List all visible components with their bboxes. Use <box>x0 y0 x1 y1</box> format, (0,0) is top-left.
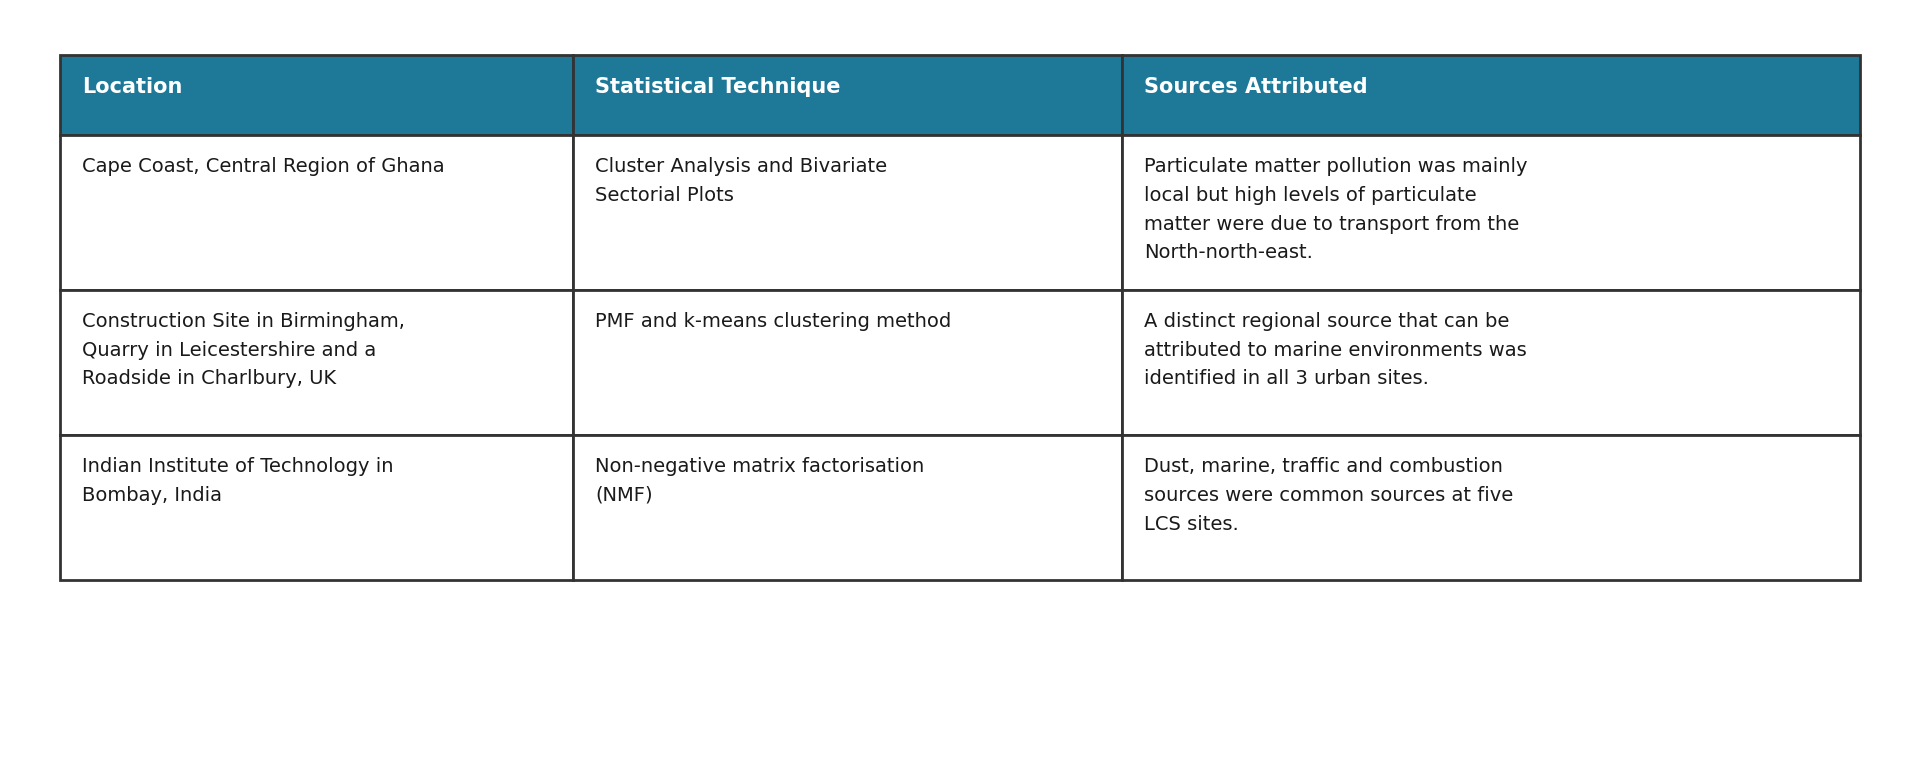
Text: Particulate matter pollution was mainly
local but high levels of particulate
mat: Particulate matter pollution was mainly … <box>1144 157 1528 262</box>
Bar <box>1121 135 1860 290</box>
Bar <box>572 435 1121 580</box>
Bar <box>1121 55 1860 135</box>
Bar <box>60 135 572 290</box>
Text: Indian Institute of Technology in
Bombay, India: Indian Institute of Technology in Bombay… <box>83 457 394 505</box>
Text: Location: Location <box>83 77 182 97</box>
Text: Dust, marine, traffic and combustion
sources were common sources at five
LCS sit: Dust, marine, traffic and combustion sou… <box>1144 457 1513 534</box>
Bar <box>1121 290 1860 435</box>
Text: Non-negative matrix factorisation
(NMF): Non-negative matrix factorisation (NMF) <box>595 457 924 505</box>
Bar <box>572 55 1121 135</box>
Bar <box>572 135 1121 290</box>
Bar <box>60 435 572 580</box>
Bar <box>60 290 572 435</box>
Text: Sources Attributed: Sources Attributed <box>1144 77 1367 97</box>
Text: Cape Coast, Central Region of Ghana: Cape Coast, Central Region of Ghana <box>83 157 445 176</box>
Bar <box>60 55 572 135</box>
Bar <box>1121 435 1860 580</box>
Bar <box>572 290 1121 435</box>
Text: Cluster Analysis and Bivariate
Sectorial Plots: Cluster Analysis and Bivariate Sectorial… <box>595 157 887 205</box>
Text: Statistical Technique: Statistical Technique <box>595 77 841 97</box>
Text: PMF and k-means clustering method: PMF and k-means clustering method <box>595 312 950 331</box>
Text: Construction Site in Birmingham,
Quarry in Leicestershire and a
Roadside in Char: Construction Site in Birmingham, Quarry … <box>83 312 405 389</box>
Text: A distinct regional source that can be
attributed to marine environments was
ide: A distinct regional source that can be a… <box>1144 312 1526 389</box>
